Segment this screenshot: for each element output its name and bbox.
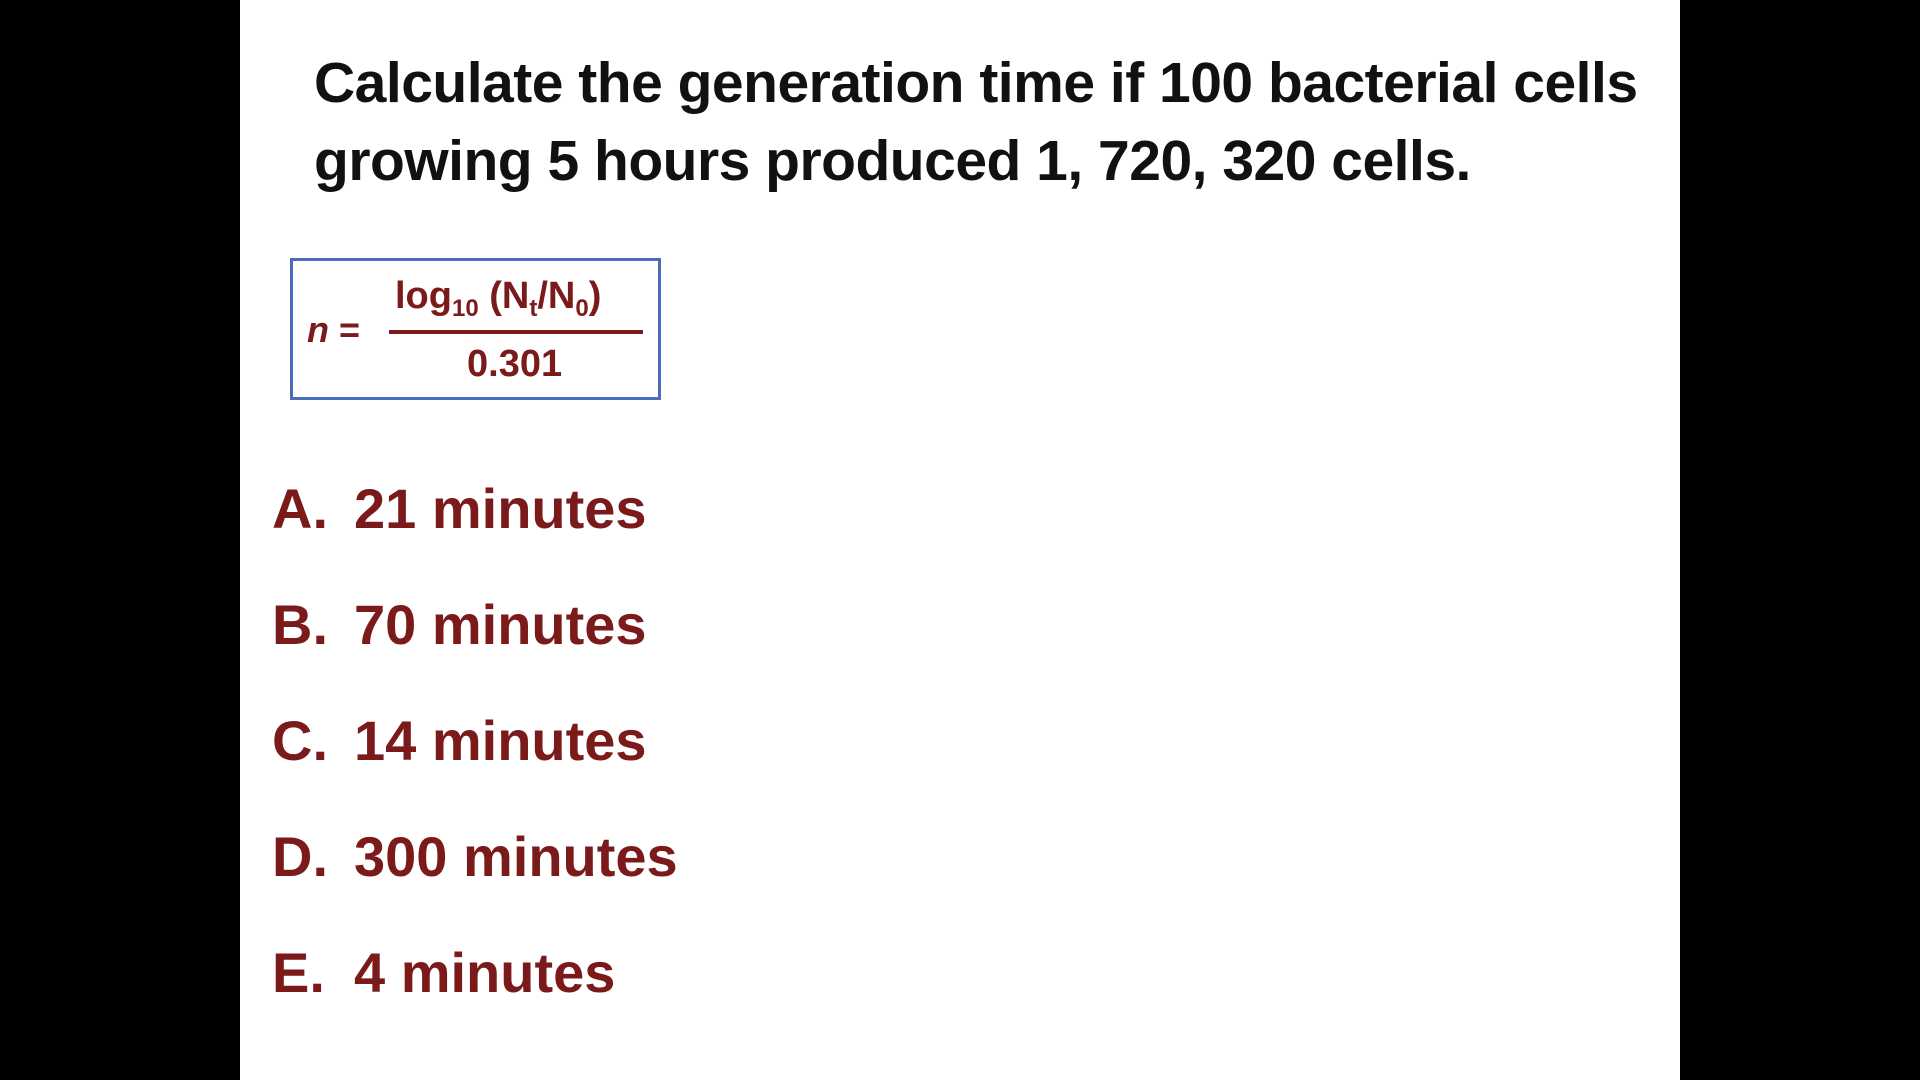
option-text: 14 minutes	[354, 709, 647, 772]
formula-equals: =	[329, 309, 361, 350]
answer-options: A. 21 minutes B. 70 minutes C. 14 minutes D…	[272, 476, 678, 1056]
question-text: Calculate the generation time if 100 bac…	[314, 44, 1674, 200]
formula-lhs: n =	[307, 309, 360, 351]
option-d[interactable]: D. 300 minutes	[272, 824, 678, 940]
formula-log: log	[395, 275, 452, 317]
option-letter: E.	[272, 941, 325, 1004]
question-line-2: growing 5 hours produced 1, 720, 320 cel…	[314, 129, 1471, 193]
formula-num-slash: /N	[537, 275, 576, 317]
formula-fraction-bar	[389, 330, 643, 334]
question-line-1: Calculate the generation time if 100 bac…	[314, 51, 1638, 115]
option-letter: C.	[272, 709, 328, 772]
formula-box: n = log10 (Nt/N0) 0.301	[290, 258, 661, 400]
option-text: 4 minutes	[354, 941, 616, 1004]
option-letter: D.	[272, 825, 328, 888]
formula-nt-subscript: t	[529, 295, 538, 322]
option-text: 300 minutes	[354, 825, 678, 888]
formula-n0-subscript: 0	[575, 295, 589, 322]
slide: Calculate the generation time if 100 bac…	[240, 0, 1680, 1080]
formula-num-close: )	[588, 275, 602, 317]
option-a[interactable]: A. 21 minutes	[272, 476, 678, 592]
option-text: 21 minutes	[354, 477, 647, 540]
option-text: 70 minutes	[354, 593, 647, 656]
option-letter: B.	[272, 593, 328, 656]
option-letter: A.	[272, 477, 328, 540]
formula-log-base: 10	[451, 295, 479, 322]
formula-variable: n	[307, 309, 329, 350]
option-b[interactable]: B. 70 minutes	[272, 592, 678, 708]
formula-num-open: (N	[478, 275, 530, 317]
option-e[interactable]: E. 4 minutes	[272, 940, 678, 1056]
formula-numerator: log10 (Nt/N0)	[395, 275, 601, 323]
formula-denominator: 0.301	[467, 343, 563, 385]
option-c[interactable]: C. 14 minutes	[272, 708, 678, 824]
